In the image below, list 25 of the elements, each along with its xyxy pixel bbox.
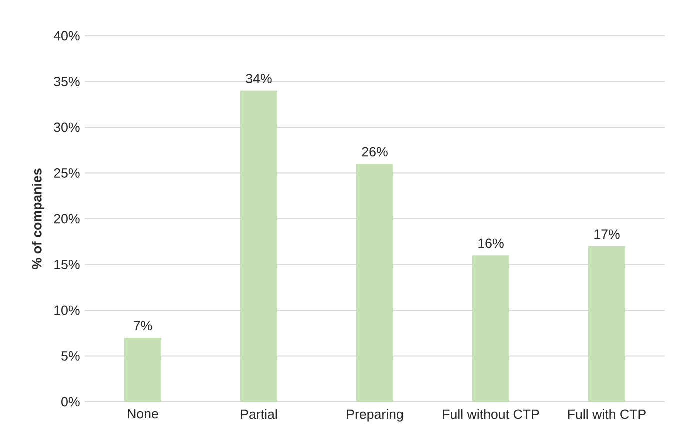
y-tick-label: 30% (54, 122, 80, 132)
y-tick-label: 0% (62, 397, 80, 407)
data-label: 7% (134, 321, 152, 331)
x-tick-label: Full with CTP (568, 409, 646, 420)
y-tick-label: 15% (54, 260, 80, 270)
bar (240, 90, 278, 402)
x-tick-label: Full without CTP (443, 409, 540, 420)
data-label: 16% (478, 238, 504, 248)
x-tick-label: Partial (241, 409, 277, 420)
y-tick-label: 20% (54, 214, 80, 224)
x-tick-label: None (128, 409, 158, 419)
bar (124, 338, 162, 402)
y-tick-label: 35% (54, 77, 80, 86)
data-label: 17% (594, 230, 620, 240)
y-tick-label: 25% (54, 168, 80, 178)
data-label: 26% (362, 147, 388, 157)
y-tick-label: 10% (54, 306, 80, 316)
y-tick-label: 40% (54, 31, 80, 41)
y-axis-title: % of companies (32, 168, 44, 270)
x-tick-label: Preparing (347, 409, 404, 422)
bar (356, 164, 394, 402)
bar (472, 256, 510, 402)
data-label: 34% (246, 74, 272, 84)
bar (588, 246, 626, 402)
y-tick-label: 5% (62, 352, 80, 361)
